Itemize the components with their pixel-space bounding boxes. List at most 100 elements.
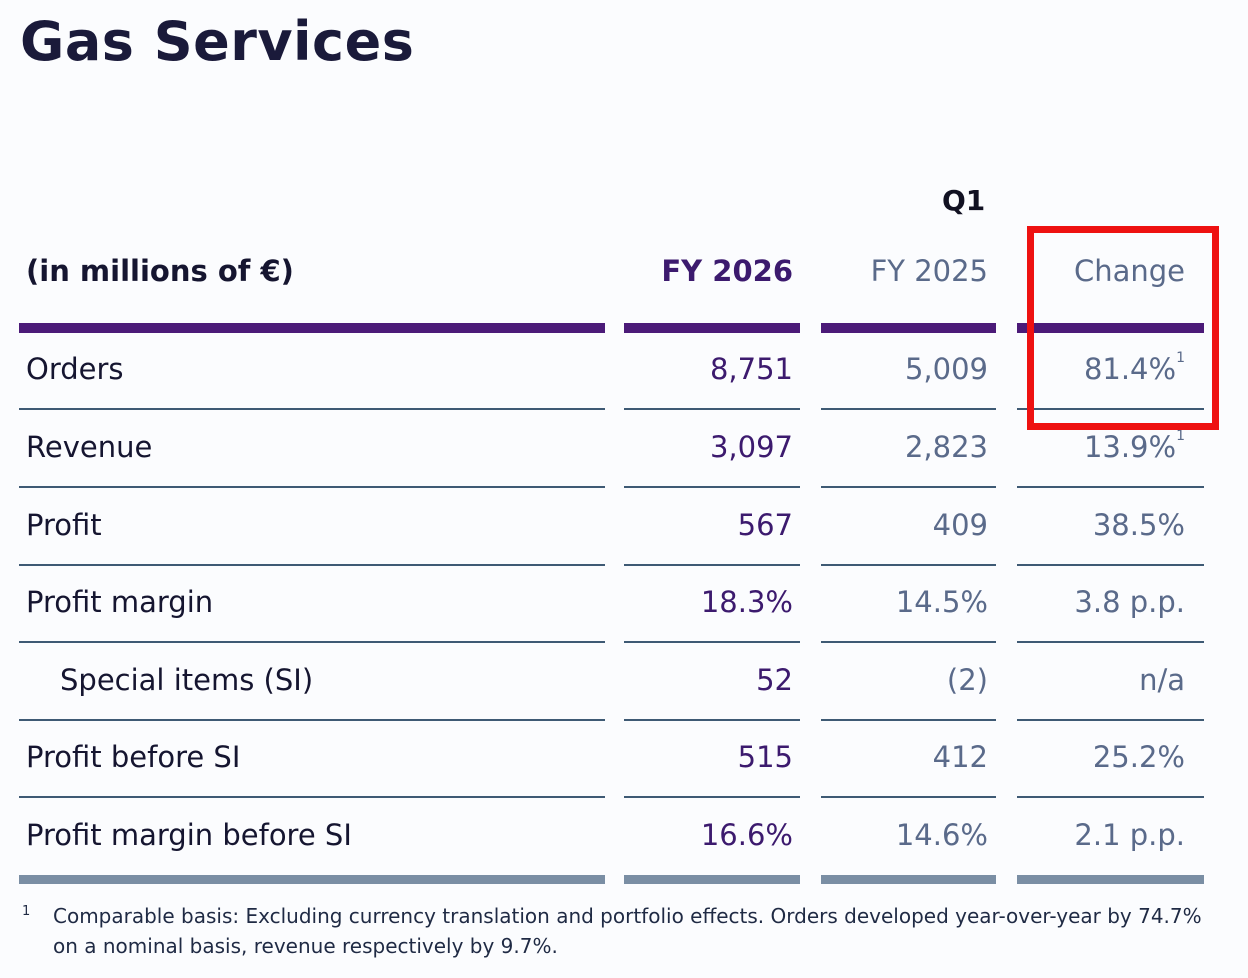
- row-label: Revenue: [26, 430, 152, 464]
- row-divider: [1017, 796, 1204, 798]
- row-divider: [624, 641, 800, 643]
- value-fy2025-text: 14.6%: [895, 818, 988, 852]
- row-divider: [19, 564, 605, 566]
- value-fy2026: 18.3%: [701, 585, 793, 619]
- value-fy2026-text: 52: [756, 663, 793, 697]
- value-change-text: n/a: [1139, 663, 1185, 697]
- table-row: Revenue 3,097 2,823 13.9%1: [0, 428, 1248, 470]
- header-rule: [821, 323, 996, 333]
- table-row: Profit before SI 515 412 25.2%: [0, 740, 1248, 780]
- row-divider: [1017, 486, 1204, 488]
- value-fy2026-text: 515: [737, 740, 793, 774]
- row-divider: [821, 486, 996, 488]
- column-header-fy2025: FY 2025: [870, 254, 988, 288]
- row-divider: [19, 408, 605, 410]
- row-label: Orders: [26, 352, 124, 386]
- value-change-text: 81.4%: [1083, 352, 1177, 386]
- footnote-mark: 1: [22, 904, 31, 919]
- row-label-text: Orders: [26, 352, 124, 386]
- row-label-text: Revenue: [26, 430, 153, 464]
- row-divider: [821, 641, 996, 643]
- footer-rule: [1017, 875, 1204, 884]
- value-change: 25.2%: [1093, 740, 1185, 774]
- value-fy2025-text: 2,823: [904, 430, 988, 464]
- table-row: Special items (SI) 52 (2) n/a: [0, 663, 1248, 703]
- row-divider: [1017, 641, 1204, 643]
- row-divider: [624, 564, 800, 566]
- row-divider: [624, 719, 800, 721]
- value-fy2025-text: 409: [932, 508, 988, 542]
- column-header-change: Change: [1073, 254, 1185, 288]
- period-header: Q1: [942, 184, 986, 217]
- row-label: Profit margin: [26, 585, 213, 619]
- value-change: n/a: [1139, 663, 1185, 697]
- value-fy2026: 16.6%: [701, 818, 793, 852]
- value-change-text: 38.5%: [1092, 508, 1185, 542]
- value-fy2025: 14.5%: [896, 585, 988, 619]
- value-fy2026: 52: [756, 663, 793, 697]
- header-rule: [1017, 323, 1204, 333]
- row-divider: [624, 486, 800, 488]
- value-fy2026-text: 8,751: [709, 352, 793, 386]
- row-divider: [1017, 564, 1204, 566]
- row-label-text: Profit before SI: [26, 740, 241, 774]
- value-fy2025-text: 14.5%: [895, 585, 988, 619]
- column-header-label: (in millions of €): [26, 254, 294, 288]
- row-divider: [624, 408, 800, 410]
- value-change-text: 2.1 p.p.: [1074, 818, 1185, 852]
- value-fy2025: 14.6%: [896, 818, 988, 852]
- row-label: Profit before SI: [26, 740, 240, 774]
- row-divider: [19, 796, 605, 798]
- value-fy2025: 412: [933, 740, 988, 774]
- footnote-ref: 1: [1176, 428, 1185, 444]
- value-fy2026-text: 18.3%: [700, 585, 793, 619]
- value-fy2025: 409: [933, 508, 988, 542]
- value-change: 38.5%: [1093, 508, 1185, 542]
- row-divider: [19, 641, 605, 643]
- row-divider: [1017, 719, 1204, 721]
- value-fy2025-text: 5,009: [904, 352, 988, 386]
- row-divider: [821, 564, 996, 566]
- row-label: Profit: [26, 508, 102, 542]
- row-divider: [821, 719, 996, 721]
- footer-rule: [821, 875, 996, 884]
- value-change: 13.9%1: [1083, 428, 1185, 464]
- highlight-box: [1027, 226, 1219, 430]
- value-fy2026: 567: [738, 508, 793, 542]
- row-label: Profit margin before SI: [26, 818, 352, 852]
- row-label: Special items (SI): [60, 663, 313, 697]
- value-fy2025: (2): [947, 663, 988, 697]
- row-label-text: Profit margin before SI: [26, 818, 352, 852]
- row-label-text: Profit: [26, 508, 102, 542]
- row-divider: [821, 408, 996, 410]
- footnote-ref: 1: [1176, 350, 1185, 366]
- value-fy2026-text: 16.6%: [700, 818, 793, 852]
- value-fy2025: 2,823: [905, 430, 988, 464]
- table-row: Profit margin before SI 16.6% 14.6% 2.1 p.p…: [0, 818, 1248, 858]
- header-rule: [19, 323, 605, 333]
- table-row: Orders 8,751 5,009 81.4%1: [0, 350, 1248, 392]
- value-fy2025-text: (2): [946, 663, 988, 697]
- value-fy2026: 3,097: [710, 430, 793, 464]
- value-change-text: 25.2%: [1092, 740, 1185, 774]
- value-fy2026: 8,751: [710, 352, 793, 386]
- value-change: 2.1 p.p.: [1074, 818, 1185, 852]
- value-fy2026-text: 567: [737, 508, 793, 542]
- value-fy2026: 515: [738, 740, 793, 774]
- row-divider: [624, 796, 800, 798]
- value-fy2025-text: 412: [932, 740, 988, 774]
- row-divider: [19, 719, 605, 721]
- row-divider: [821, 796, 996, 798]
- value-change: 81.4%1: [1083, 350, 1185, 386]
- value-change-text: 13.9%: [1083, 430, 1177, 464]
- footer-rule: [19, 875, 605, 884]
- table-row: Profit margin 18.3% 14.5% 3.8 p.p.: [0, 585, 1248, 625]
- row-label-text: Profit margin: [26, 585, 214, 619]
- value-fy2026-text: 3,097: [709, 430, 793, 464]
- row-divider: [1017, 408, 1204, 410]
- value-change: 3.8 p.p.: [1074, 585, 1185, 619]
- footer-rule: [624, 875, 800, 884]
- table-row: Profit 567 409 38.5%: [0, 508, 1248, 548]
- value-change-text: 3.8 p.p.: [1074, 585, 1185, 619]
- column-header-fy2026: FY 2026: [661, 254, 793, 288]
